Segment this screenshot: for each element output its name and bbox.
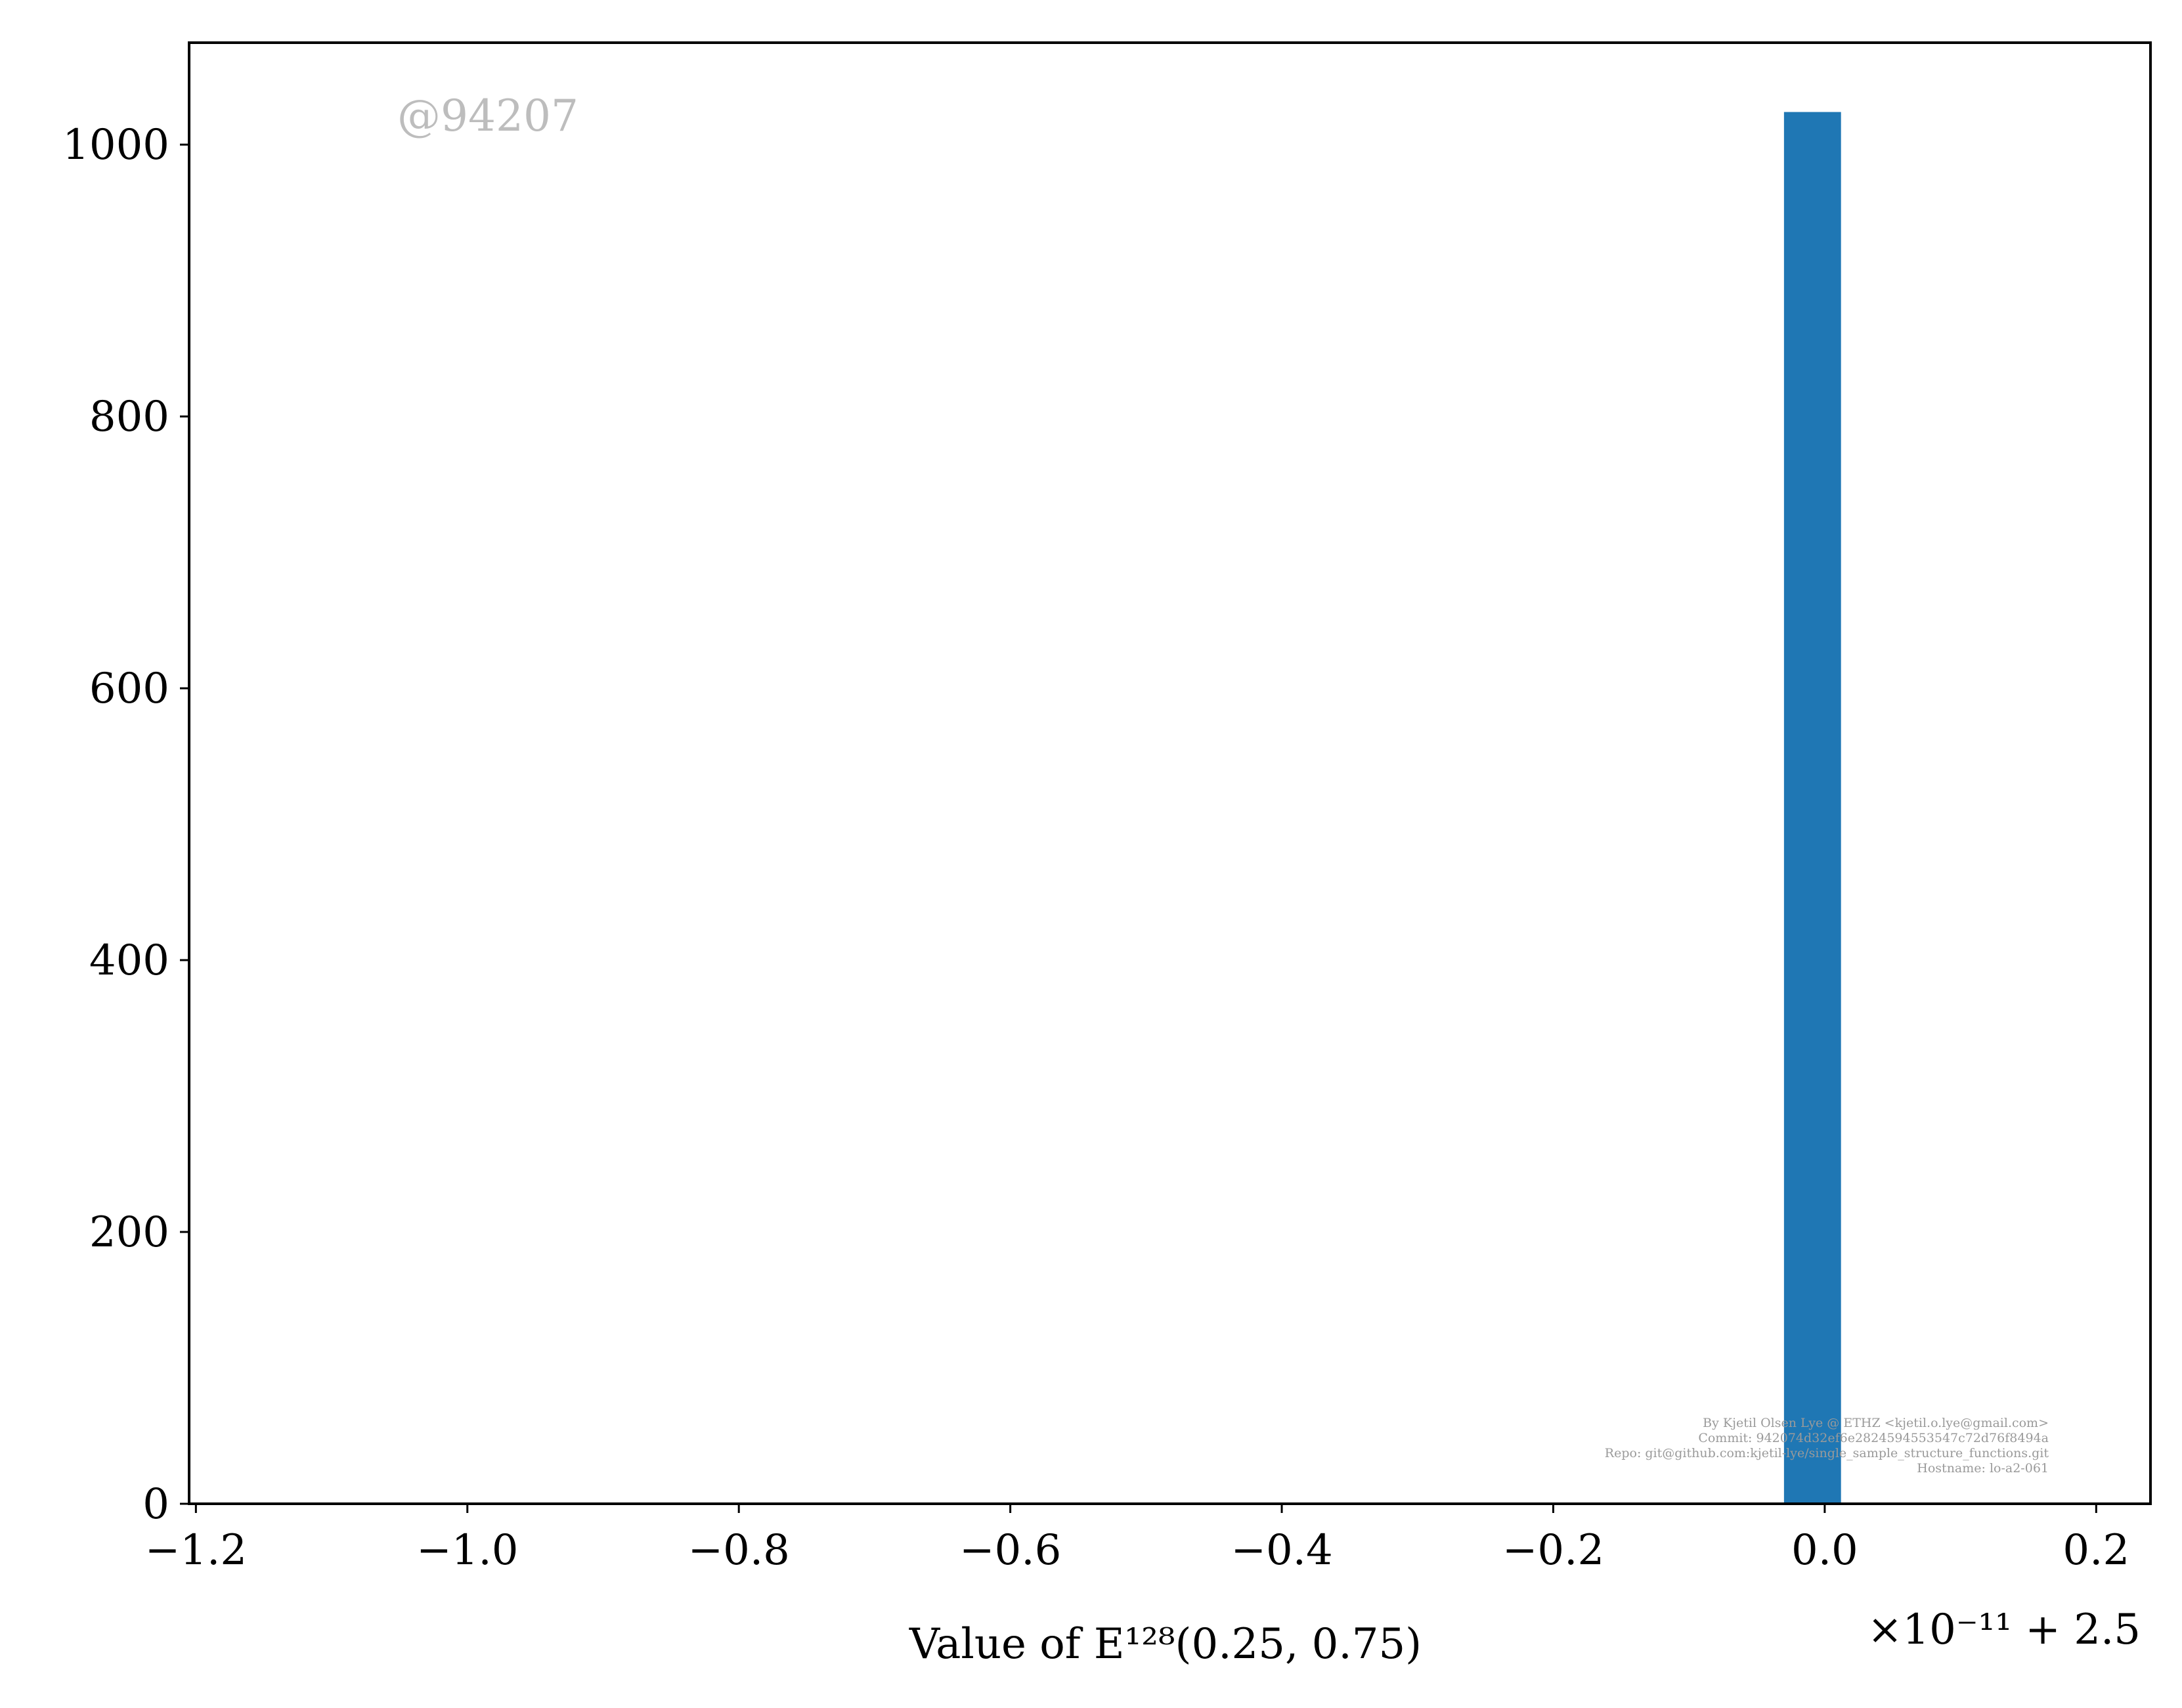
x-tick-label: 0.2 [2062,1526,2129,1575]
y-tick-label: 800 [89,393,169,441]
y-axis-ticks: 0 200 400 600 800 1000 [62,121,189,1529]
histogram-bars [1783,112,1841,1504]
credit-line: Repo: git@github.com:kjetil-lye/single_s… [1605,1446,2049,1460]
x-tick-label: 0.0 [1791,1526,1858,1575]
y-tick-label: 1000 [62,121,169,169]
plot-frame [188,41,2152,1505]
credit-line: By Kjetil Olsen Lye @ ETHZ <kjetil.o.lye… [1703,1416,2049,1430]
x-axis-label: Value of E¹²⁸(0.25, 0.75) [909,1620,1422,1669]
y-tick-label: 400 [89,936,169,985]
credit-block: By Kjetil Olsen Lye @ ETHZ <kjetil.o.lye… [1605,1416,2049,1476]
x-tick-label: −0.6 [959,1526,1061,1575]
x-tick-label: −0.8 [687,1526,789,1575]
x-axis-offset-label: ×10⁻¹¹ + 2.5 [1867,1606,2141,1654]
y-tick-label: 0 [142,1480,169,1529]
y-tick-label: 600 [89,665,169,713]
x-tick-label: −0.2 [1502,1526,1604,1575]
x-tick-label: −0.4 [1231,1526,1332,1575]
watermark-text: @94207 [397,91,578,141]
histogram-bar [1783,112,1841,1504]
credit-line: Commit: 942074d32ef6e2824594553547c72d76… [1698,1431,2049,1445]
x-tick-label: −1.0 [416,1526,518,1575]
y-tick-label: 200 [89,1208,169,1257]
credit-line: Hostname: lo-a2-061 [1917,1461,2049,1476]
x-axis-ticks: −1.2 −1.0 −0.8 −0.6 −0.4 −0.2 0.0 0.2 [145,1504,2129,1575]
x-tick-label: −1.2 [145,1526,247,1575]
